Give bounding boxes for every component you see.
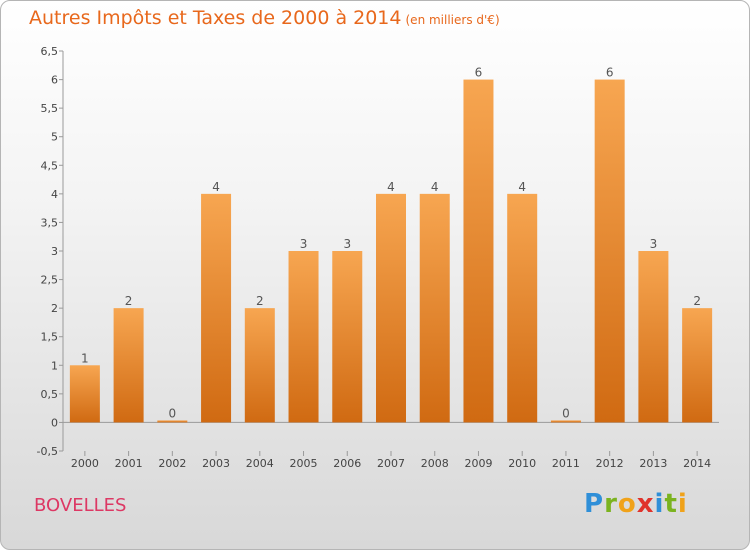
data-label: 4 bbox=[212, 180, 220, 194]
bar bbox=[157, 420, 188, 423]
x-tick-label: 2000 bbox=[71, 457, 99, 470]
data-label: 2 bbox=[125, 294, 133, 308]
logo-letter: o bbox=[617, 489, 637, 519]
chart-title-text: Autres Impôts et Taxes de 2000 à 2014 bbox=[29, 7, 402, 29]
y-tick-label: 4 bbox=[51, 188, 58, 201]
x-tick-label: 2002 bbox=[158, 457, 186, 470]
x-tick-label: 2008 bbox=[421, 457, 449, 470]
proxiti-logo[interactable]: Proxiti bbox=[584, 489, 688, 519]
data-label: 4 bbox=[518, 180, 526, 194]
bar bbox=[201, 193, 232, 423]
y-tick-label: 5,5 bbox=[41, 102, 59, 115]
data-label: 0 bbox=[169, 406, 177, 420]
data-label: 1 bbox=[81, 351, 89, 365]
data-label: 3 bbox=[343, 237, 351, 251]
bars bbox=[69, 79, 713, 423]
y-tick-label: -0,5 bbox=[37, 445, 58, 458]
y-tick-label: 3,5 bbox=[41, 216, 59, 229]
x-tick-label: 2009 bbox=[464, 457, 492, 470]
data-label: 6 bbox=[606, 66, 614, 80]
chart-title: Autres Impôts et Taxes de 2000 à 2014 (en… bbox=[29, 7, 500, 29]
bar bbox=[332, 251, 363, 423]
y-tick-label: 6 bbox=[51, 74, 58, 87]
logo-letter: t bbox=[664, 489, 678, 519]
place-name: BOVELLES bbox=[34, 495, 127, 516]
data-label: 0 bbox=[562, 406, 570, 420]
bar bbox=[638, 251, 669, 423]
data-label: 6 bbox=[475, 66, 483, 80]
chart-unit: (en milliers d'€) bbox=[405, 13, 500, 27]
data-label: 4 bbox=[431, 180, 439, 194]
y-tick-label: 0,5 bbox=[41, 388, 59, 401]
x-tick-label: 2010 bbox=[508, 457, 536, 470]
x-axis: 2000 2001 2002 2003 2004 2005 2006 2007 2008 2009… bbox=[63, 421, 719, 470]
logo-letter: r bbox=[604, 489, 618, 519]
bar bbox=[550, 420, 581, 423]
x-tick-label: 2014 bbox=[683, 457, 711, 470]
bar bbox=[113, 308, 144, 423]
data-label: 3 bbox=[300, 237, 308, 251]
y-tick-label: 5 bbox=[51, 131, 58, 144]
y-tick-label: 0 bbox=[51, 416, 58, 429]
x-tick-label: 2013 bbox=[639, 457, 667, 470]
x-tick-label: 2003 bbox=[202, 457, 230, 470]
x-tick-label: 2004 bbox=[246, 457, 274, 470]
logo-letter: P bbox=[584, 489, 605, 519]
bar bbox=[288, 251, 319, 423]
logo-letter: i bbox=[654, 489, 665, 519]
y-tick-label: 6,5 bbox=[41, 45, 59, 58]
bar bbox=[507, 193, 538, 423]
x-tick-label: 2005 bbox=[290, 457, 318, 470]
x-tick-label: 2006 bbox=[333, 457, 361, 470]
bar bbox=[463, 79, 494, 423]
data-label: 3 bbox=[650, 237, 658, 251]
data-label: 2 bbox=[693, 294, 701, 308]
x-tick-label: 2007 bbox=[377, 457, 405, 470]
logo-letter: i bbox=[677, 489, 688, 519]
x-tick-label: 2011 bbox=[552, 457, 580, 470]
y-tick-label: 2 bbox=[51, 302, 58, 315]
bar bbox=[419, 193, 450, 423]
bar bbox=[244, 308, 275, 423]
y-axis: -0,5 0 0,5 1 1,5 2 2,5 3 3,5 4 4,5 5 5,5 6 6,5 bbox=[37, 45, 64, 458]
bar bbox=[376, 193, 406, 423]
y-tick-label: 2,5 bbox=[41, 274, 59, 287]
bar bbox=[69, 365, 100, 423]
data-label: 4 bbox=[387, 180, 395, 194]
bar bbox=[594, 79, 625, 423]
y-tick-label: 3 bbox=[51, 245, 58, 258]
y-tick-label: 1,5 bbox=[41, 331, 59, 344]
data-labels: 1 2 0 4 2 3 3 4 4 6 4 0 6 3 2 bbox=[81, 66, 701, 421]
x-tick-label: 2012 bbox=[596, 457, 624, 470]
y-tick-label: 4,5 bbox=[41, 159, 59, 172]
data-label: 2 bbox=[256, 294, 264, 308]
x-tick-label: 2001 bbox=[115, 457, 143, 470]
y-tick-label: 1 bbox=[51, 359, 58, 372]
bar bbox=[682, 308, 713, 423]
logo-letter: x bbox=[636, 489, 655, 519]
